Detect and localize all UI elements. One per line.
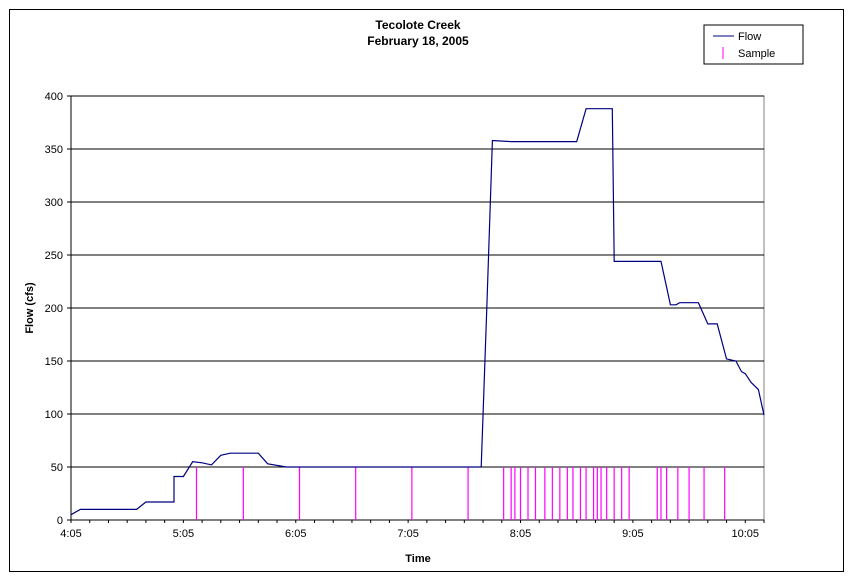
x-axis: 4:05 5:05 6:05 7:05 8:05 9:05 10:05 — [60, 96, 765, 540]
x-tick-label: 8:05 — [510, 528, 531, 540]
x-tick-label: 10:05 — [732, 528, 760, 540]
chart-frame: Tecolote Creek February 18, 2005 0 50 100 1… — [9, 9, 844, 572]
legend-box — [703, 24, 804, 65]
chart-title: Tecolote Creek — [375, 18, 460, 32]
x-tick-label: 4:05 — [60, 528, 81, 540]
chart-subtitle: February 18, 2005 — [367, 34, 469, 48]
legend-sample-label: Sample — [738, 48, 775, 60]
legend: Flow Sample — [703, 24, 804, 65]
chart-svg: Tecolote Creek February 18, 2005 0 50 100 1… — [24, 18, 804, 565]
y-tick-label: 100 — [45, 409, 63, 421]
x-axis-title: Time — [405, 553, 430, 565]
y-tick-label: 300 — [45, 197, 63, 209]
y-tick-label: 150 — [45, 356, 63, 368]
y-tick-label: 400 — [45, 91, 63, 103]
x-tick-label: 6:05 — [285, 528, 306, 540]
x-tick-label: 7:05 — [397, 528, 418, 540]
y-tick-label: 200 — [45, 303, 63, 315]
gridlines — [71, 95, 764, 468]
y-axis-title: Flow (cfs) — [24, 282, 36, 334]
legend-flow-label: Flow — [738, 31, 761, 43]
sample-series — [195, 467, 726, 520]
x-tick-label: 9:05 — [622, 528, 643, 540]
x-tick-label: 5:05 — [173, 528, 194, 540]
y-tick-label: 350 — [45, 144, 63, 156]
flow-series — [70, 108, 765, 516]
y-axis: 0 50 100 150 200 250 300 350 400 — [45, 91, 71, 527]
y-tick-label: 0 — [57, 515, 63, 527]
flow-line — [70, 108, 765, 516]
y-tick-label: 50 — [51, 462, 63, 474]
y-tick-label: 250 — [45, 250, 63, 262]
